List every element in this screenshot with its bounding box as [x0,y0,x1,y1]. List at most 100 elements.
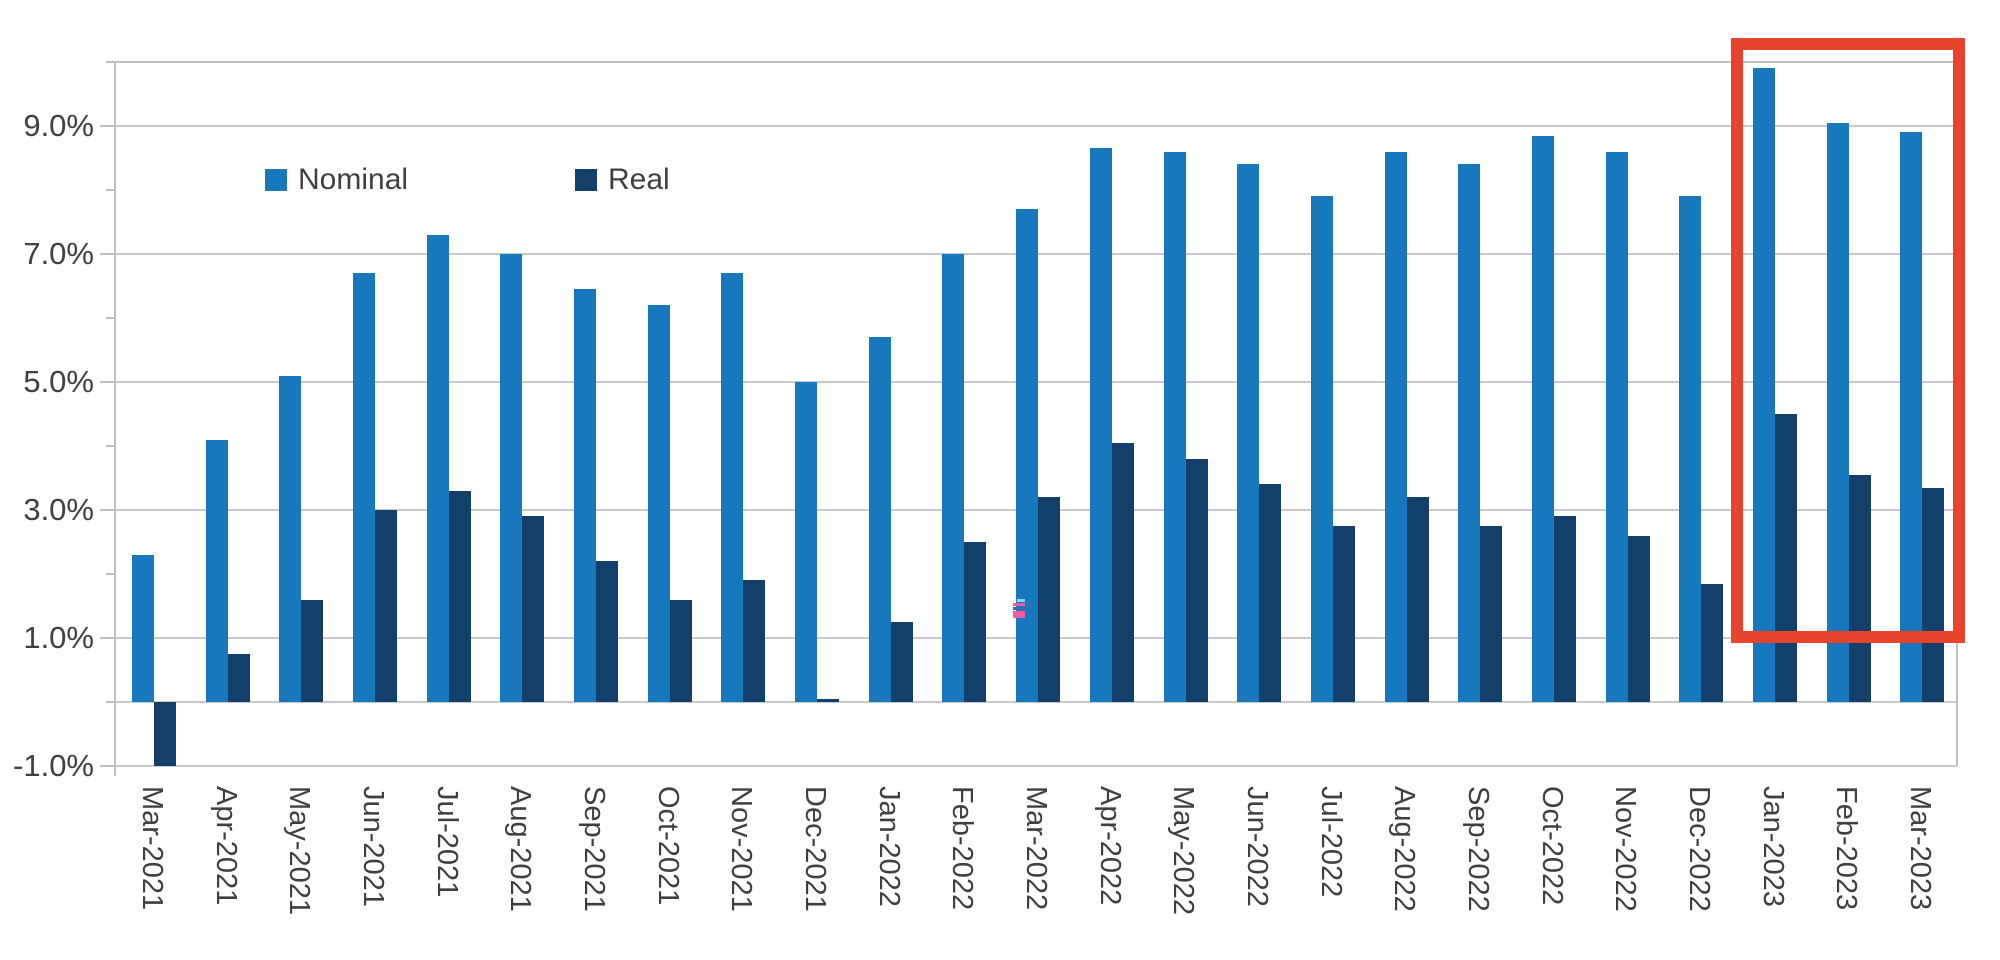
x-tick-label-Sep-2022: Sep-2022 [1462,786,1495,912]
y-minor-tick-4 [106,445,115,447]
y-major-tick-5 [100,381,115,383]
real-bar-Mar-2021 [154,702,176,766]
nominal-bar-Aug-2021 [500,254,523,702]
real-bar-Apr-2022 [1111,442,1134,702]
nominal-bar-Sep-2021 [574,289,597,702]
x-tick-label-Jun-2021: Jun-2021 [356,786,389,907]
nominal-bar-Sep-2022 [1458,164,1481,702]
legend-item-real: Real [575,165,670,195]
real-bar-Aug-2021 [522,516,545,702]
real-bar-Sep-2021 [596,561,619,702]
real-swatch-icon [575,169,597,191]
nominal-legend-label: Nominal [298,163,409,196]
nominal-bar-Apr-2021 [205,439,228,702]
nominal-bar-Oct-2022 [1531,135,1554,702]
x-tick-label-Oct-2021: Oct-2021 [651,786,684,906]
x-tick-label-Jun-2022: Jun-2022 [1241,786,1274,907]
y-minor-tick-2 [106,573,115,575]
y-minor-tick-10 [106,61,115,63]
real-bar-Jul-2022 [1332,526,1355,702]
nominal-bar-Aug-2022 [1384,151,1407,702]
nominal-bar-Mar-2021 [132,554,154,702]
nominal-bar-May-2021 [279,375,302,702]
y-tick-label-7: 7.0% [23,236,94,271]
nominal-bar-Apr-2022 [1089,148,1112,702]
real-bar-Dec-2022 [1701,583,1724,702]
plot-top-border [115,61,1957,63]
nominal-bar-May-2022 [1163,151,1186,702]
real-bar-Nov-2021 [743,580,766,702]
watermark-artifact [1013,599,1025,619]
real-bar-May-2022 [1185,458,1208,702]
y-minor-tick-6 [106,317,115,319]
artifact-stripe-2 [1013,607,1025,610]
real-bar-Jun-2021 [375,510,398,702]
x-tick-label-Jul-2022: Jul-2022 [1314,786,1347,898]
nominal-bar-Jan-2022 [868,337,891,702]
real-bar-Jul-2021 [448,490,471,702]
nominal-bar-Feb-2022 [942,254,965,702]
nominal-bar-Dec-2021 [795,382,818,702]
real-legend-label: Real [608,163,670,196]
real-bar-Mar-2022 [1038,497,1061,702]
x-tick-label-Mar-2023: Mar-2023 [1904,786,1937,911]
x-tick-label-Dec-2022: Dec-2022 [1683,786,1716,912]
y-major-tick-9 [100,125,115,127]
x-tick-label-Sep-2021: Sep-2021 [577,786,610,912]
nominal-bar-Feb-2023 [1826,122,1849,702]
real-bar-Nov-2022 [1627,535,1650,702]
real-bar-Oct-2021 [669,599,692,702]
y-major-tick-7 [100,253,115,255]
real-bar-Sep-2022 [1480,526,1503,702]
y-minor-tick-8 [106,189,115,191]
real-bar-Dec-2021 [817,698,840,702]
y-tick-label-1: 1.0% [23,620,94,655]
real-bar-May-2021 [301,599,324,702]
nominal-bar-Dec-2022 [1679,196,1702,702]
real-bar-Feb-2023 [1848,474,1871,702]
y-tick-label--1: -1.0% [13,748,94,783]
nominal-bar-Oct-2021 [647,305,670,702]
x-tick-label-Jul-2021: Jul-2021 [430,786,463,898]
y-major-tick-1 [100,637,115,639]
x-tick-label-Apr-2021: Apr-2021 [209,786,242,906]
gridline--1 [115,765,1957,767]
real-bar-Aug-2022 [1406,497,1429,702]
nominal-bar-Jul-2021 [426,234,449,702]
nominal-bar-Jan-2023 [1752,68,1775,702]
x-tick-label-Jan-2023: Jan-2023 [1756,786,1789,907]
x-tick-label-Mar-2022: Mar-2022 [1020,786,1052,911]
x-tick-label-Aug-2022: Aug-2022 [1388,786,1421,912]
nominal-bar-Jun-2021 [353,273,376,702]
x-tick-label-Apr-2022: Apr-2022 [1093,786,1126,906]
zero-axis-line [115,701,1957,703]
gridline-9 [115,125,1957,127]
real-bar-Feb-2022 [964,542,987,702]
highlight-box [1730,38,1965,643]
x-tick-label-Oct-2022: Oct-2022 [1535,786,1568,906]
nominal-bar-Jun-2022 [1237,164,1260,702]
y-tick-label-5: 5.0% [23,364,94,399]
x-tick-label-Nov-2021: Nov-2021 [725,786,758,912]
artifact-stripe-0 [1017,599,1025,602]
real-bar-Apr-2021 [227,654,250,702]
x-tick-label-Aug-2021: Aug-2021 [504,786,537,912]
x-tick-label-Feb-2023: Feb-2023 [1830,786,1863,911]
nominal-bar-Nov-2022 [1605,151,1628,702]
x-tick-label-Jan-2022: Jan-2022 [872,786,905,907]
y-major-tick--1 [100,765,115,767]
nominal-bar-Mar-2022 [1016,209,1039,702]
artifact-stripe-3 [1013,611,1025,618]
real-bar-Jan-2023 [1774,414,1797,702]
x-tick-label-May-2021: May-2021 [283,786,316,915]
x-tick-label-May-2022: May-2022 [1167,786,1200,915]
legend-item-nominal: Nominal [265,165,408,195]
x-tick-label-Feb-2022: Feb-2022 [946,786,979,911]
real-bar-Mar-2023 [1922,487,1945,702]
nominal-swatch-icon [265,169,287,191]
y-minor-tick-0 [106,701,115,703]
real-bar-Jan-2022 [890,622,913,702]
nominal-bar-Jul-2022 [1310,196,1333,702]
real-bar-Oct-2022 [1553,516,1576,702]
